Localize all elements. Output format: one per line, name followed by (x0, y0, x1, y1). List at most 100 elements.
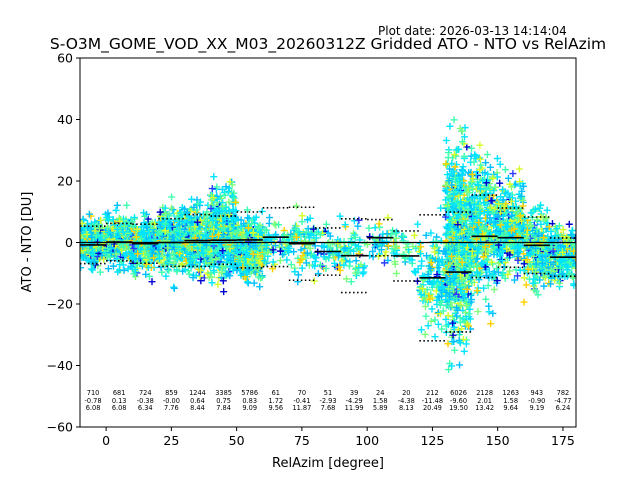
data-point (568, 227, 576, 235)
data-point (509, 170, 517, 178)
data-point (104, 232, 112, 240)
data-point (175, 246, 183, 254)
data-point (375, 220, 383, 228)
data-point (496, 179, 504, 187)
data-point (292, 202, 300, 210)
data-point (164, 244, 172, 252)
data-point (214, 280, 222, 288)
data-point (421, 330, 429, 338)
data-point (422, 312, 430, 320)
data-point (537, 220, 545, 228)
data-point (418, 257, 426, 265)
data-point (450, 116, 458, 124)
data-point (116, 217, 124, 225)
chart-title: S-O3M_GOME_VOD_XX_M03_20260312Z Gridded … (50, 35, 606, 54)
data-point (162, 210, 170, 218)
data-point (164, 265, 172, 273)
data-point (410, 231, 418, 239)
data-point (168, 233, 176, 241)
data-point (482, 295, 490, 303)
data-point (95, 225, 103, 233)
data-point (176, 227, 184, 235)
data-point (258, 207, 266, 215)
data-point (515, 165, 523, 173)
data-point (451, 346, 459, 354)
data-point (141, 229, 149, 237)
data-point (162, 272, 170, 280)
data-point (89, 266, 97, 274)
data-point (156, 208, 164, 216)
data-point (160, 221, 168, 229)
data-point (161, 227, 169, 235)
data-point (88, 233, 96, 241)
data-point (171, 255, 179, 263)
data-point (130, 214, 138, 222)
plot-date: Plot date: 2026-03-13 14:14:04 (378, 24, 567, 38)
data-point (132, 233, 140, 241)
data-point (169, 249, 177, 257)
data-point (417, 326, 425, 334)
data-point (134, 250, 142, 258)
data-point (86, 242, 94, 250)
data-point (287, 261, 295, 269)
data-point (208, 185, 216, 193)
data-point (109, 216, 117, 224)
data-points (80, 116, 576, 374)
data-point (365, 224, 373, 232)
data-point (105, 229, 113, 237)
data-point (155, 246, 163, 254)
data-point (185, 270, 193, 278)
data-point (483, 151, 491, 159)
data-point (133, 225, 141, 233)
data-point (173, 268, 181, 276)
data-point (290, 248, 298, 256)
data-point (104, 209, 112, 217)
data-point (105, 213, 113, 221)
data-point (119, 228, 127, 236)
data-point (170, 250, 178, 258)
data-point (160, 261, 168, 269)
data-point (87, 265, 95, 273)
data-point (146, 272, 154, 280)
data-point (506, 267, 514, 275)
data-point (107, 249, 115, 257)
data-point (460, 347, 468, 355)
data-point (121, 221, 129, 229)
data-point (442, 160, 450, 168)
data-point (220, 288, 228, 296)
data-point (504, 174, 512, 182)
data-point (93, 221, 101, 229)
data-point (113, 225, 121, 233)
data-point (383, 230, 391, 238)
data-point (150, 228, 158, 236)
data-point (114, 268, 122, 276)
data-point (142, 270, 150, 278)
data-point (80, 219, 86, 227)
data-point (392, 269, 400, 277)
data-point (442, 136, 450, 144)
data-point (359, 270, 367, 278)
data-point (258, 273, 266, 281)
data-point (123, 201, 131, 209)
data-point (167, 255, 175, 263)
data-point (314, 270, 322, 278)
data-point (158, 268, 166, 276)
data-point (130, 245, 138, 253)
data-point (128, 254, 136, 262)
data-point (85, 210, 93, 218)
data-point (501, 166, 509, 174)
data-point (113, 201, 121, 209)
data-point (89, 251, 97, 259)
data-point (565, 220, 573, 228)
data-point (434, 320, 442, 328)
data-point (80, 264, 85, 272)
data-point (485, 308, 493, 316)
data-point (96, 268, 104, 276)
data-point (256, 283, 264, 291)
data-point (266, 214, 274, 222)
data-point (170, 284, 178, 292)
data-point (120, 266, 128, 274)
data-point (175, 228, 183, 236)
data-point (130, 270, 138, 278)
data-point (452, 152, 460, 160)
